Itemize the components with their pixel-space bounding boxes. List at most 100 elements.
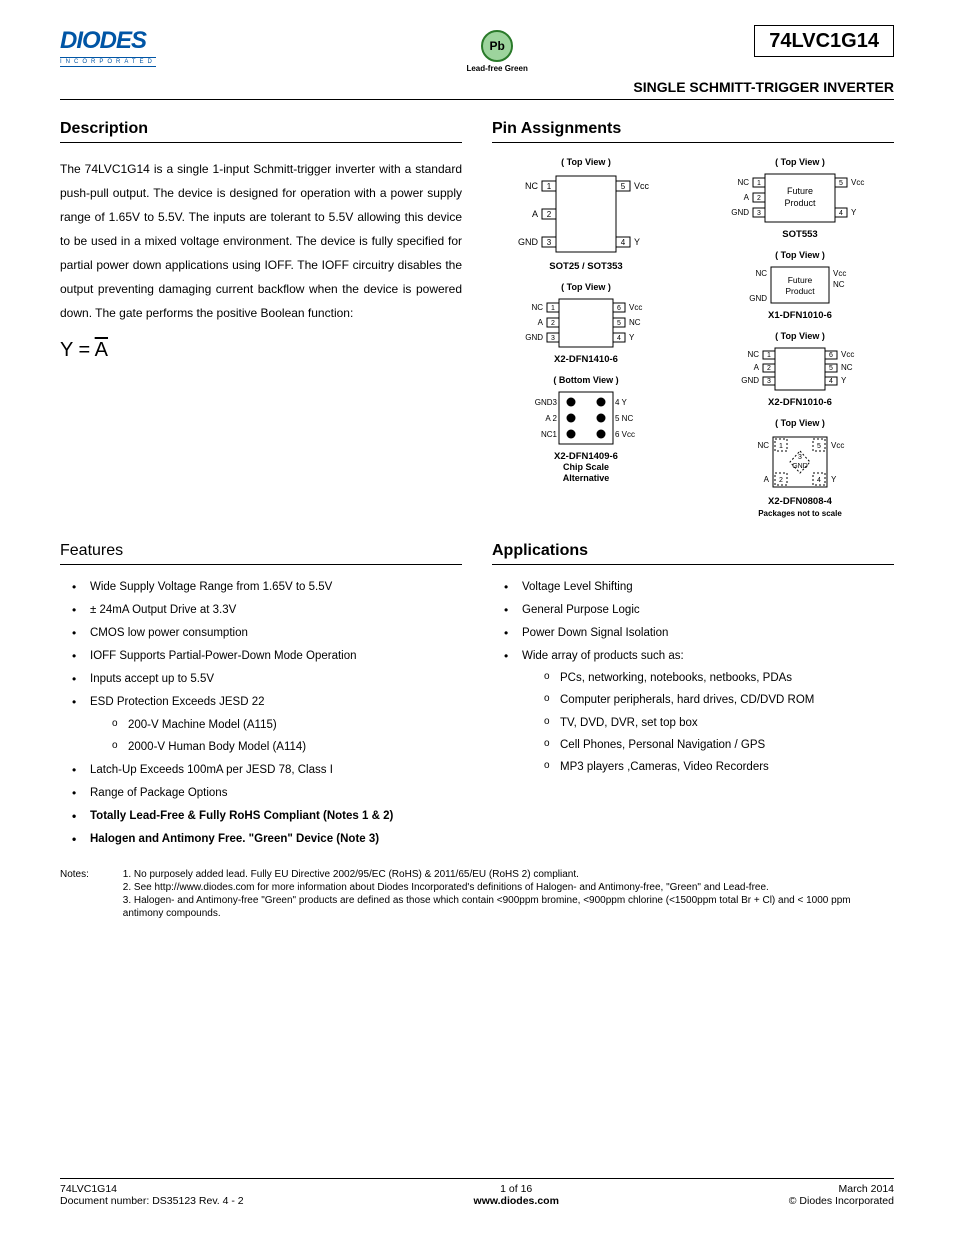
pkg-name: X2-DFN1410-6: [511, 354, 661, 365]
pb-icon: Pb: [481, 30, 513, 62]
svg-text:1: 1: [767, 352, 771, 359]
svg-text:Future: Future: [788, 275, 813, 285]
leadfree-badge: Pb Lead-free Green: [466, 30, 527, 73]
svg-text:4: 4: [829, 378, 833, 385]
svg-text:6 Vcc: 6 Vcc: [615, 430, 635, 439]
svg-text:2: 2: [779, 477, 783, 484]
formula-rhs-overline: A: [95, 339, 108, 361]
sub-item: MP3 players ,Cameras, Video Recorders: [544, 759, 894, 775]
x2-0808-diagram: 1 NC 2 A 5 Vcc 4 Y 3 GND: [725, 431, 875, 493]
pkg-sub2: Alternative: [511, 473, 661, 484]
description-title: Description: [60, 120, 462, 143]
svg-text:NC: NC: [525, 181, 538, 191]
pkg-x2-1409: ( Bottom View ) GND3 A 2 NC1 4 Y 5 NC 6 …: [511, 375, 661, 484]
feature-item: CMOS low power consumption: [72, 625, 462, 641]
svg-text:GND3: GND3: [535, 398, 558, 407]
note-1: 1. No purposely added lead. Fully EU Dir…: [123, 869, 579, 880]
view-label: ( Top View ): [725, 157, 875, 167]
svg-text:3: 3: [767, 378, 771, 385]
svg-text:1: 1: [757, 180, 761, 187]
app-text: Wide array of products such as:: [522, 650, 684, 662]
note-2: 2. See http://www.diodes.com for more in…: [123, 882, 769, 893]
feature-item: Halogen and Antimony Free. "Green" Devic…: [72, 831, 462, 847]
svg-text:1: 1: [779, 443, 783, 450]
app-sublist: PCs, networking, notebooks, netbooks, PD…: [522, 670, 894, 774]
svg-text:NC: NC: [747, 350, 759, 359]
svg-text:3: 3: [798, 454, 802, 461]
footer-date: March 2014: [839, 1183, 894, 1195]
applications-list: Voltage Level Shifting General Purpose L…: [492, 579, 894, 775]
footer-page: 1 of 16: [500, 1183, 532, 1195]
x2-1010-diagram: 1NC 2A 3GND 6Vcc 5NC 4Y: [725, 344, 875, 394]
svg-text:5: 5: [617, 320, 621, 327]
sub-item: PCs, networking, notebooks, netbooks, PD…: [544, 670, 894, 686]
svg-text:5: 5: [817, 443, 821, 450]
pkg-name: X2-DFN1010-6: [725, 397, 875, 408]
footer-part: 74LVC1G14: [60, 1183, 117, 1195]
svg-text:NC: NC: [629, 318, 641, 327]
note-3: 3. Halogen- and Antimony-free "Green" pr…: [123, 895, 851, 919]
svg-text:4: 4: [617, 335, 621, 342]
svg-text:GND: GND: [749, 294, 767, 303]
footer-url: www.diodes.com: [474, 1195, 559, 1207]
svg-text:Product: Product: [784, 198, 816, 208]
feature-item: Inputs accept up to 5.5V: [72, 671, 462, 687]
scale-note: Packages not to scale: [725, 509, 875, 518]
svg-text:4: 4: [817, 477, 821, 484]
feature-item: IOFF Supports Partial-Power-Down Mode Op…: [72, 648, 462, 664]
x2-1410-diagram: 1NC 2A 3GND 6Vcc 5NC 4Y: [511, 295, 661, 351]
svg-text:GND: GND: [518, 237, 539, 247]
pkg-sot553: ( Top View ) Future Product 1NC 2A 3GND …: [725, 157, 875, 240]
svg-text:Y: Y: [851, 208, 857, 217]
notes-section: Notes: 1. No purposely added lead. Fully…: [60, 868, 894, 920]
pkg-x1-1010: ( Top View ) Future Product NC GND Vcc N…: [725, 250, 875, 321]
svg-text:2: 2: [551, 320, 555, 327]
view-label: ( Top View ): [511, 157, 661, 167]
pkg-name: X1-DFN1010-6: [725, 310, 875, 321]
svg-text:5: 5: [839, 180, 843, 187]
pin-col-right: ( Top View ) Future Product 1NC 2A 3GND …: [706, 157, 894, 518]
svg-text:Y: Y: [841, 376, 847, 385]
svg-text:4: 4: [839, 210, 843, 217]
svg-text:2: 2: [767, 365, 771, 372]
feature-item: ESD Protection Exceeds JESD 22 200-V Mac…: [72, 694, 462, 754]
app-item: Wide array of products such as: PCs, net…: [504, 648, 894, 775]
formula-lhs: Y =: [60, 339, 95, 361]
pkg-x2-1410: ( Top View ) 1NC 2A 3GND 6Vcc 5NC 4Y X2-…: [511, 282, 661, 365]
pkg-name: SOT553: [725, 229, 875, 240]
pkg-sub1: Chip Scale: [511, 462, 661, 473]
svg-text:2: 2: [757, 195, 761, 202]
x1-1010-diagram: Future Product NC GND Vcc NC: [725, 263, 875, 307]
svg-text:Y: Y: [831, 475, 837, 484]
feature-item: Wide Supply Voltage Range from 1.65V to …: [72, 579, 462, 595]
app-item: General Purpose Logic: [504, 602, 894, 618]
sub-item: 2000-V Human Body Model (A114): [112, 739, 462, 755]
svg-text:Vcc: Vcc: [833, 269, 846, 278]
svg-text:Vcc: Vcc: [851, 178, 864, 187]
notes-body: 1. No purposely added lead. Fully EU Dir…: [123, 868, 883, 920]
view-label: ( Top View ): [511, 282, 661, 292]
svg-text:GND: GND: [792, 463, 808, 470]
svg-text:GND: GND: [741, 376, 759, 385]
features-list: Wide Supply Voltage Range from 1.65V to …: [60, 579, 462, 847]
svg-text:Vcc: Vcc: [831, 441, 844, 450]
svg-text:5: 5: [829, 365, 833, 372]
svg-text:NC: NC: [757, 441, 769, 450]
pkg-x2-0808: ( Top View ) 1NC 2A 5Vcc 4Y 3GND X2-DFN0…: [725, 418, 875, 518]
pkg-sot25: ( Top View ) 1NC 2A 3GND 5Vcc 4Y SOT25 /…: [511, 157, 661, 272]
partnum-block: 74LVC1G14: [754, 30, 894, 53]
svg-text:A: A: [744, 193, 750, 202]
app-item: Voltage Level Shifting: [504, 579, 894, 595]
svg-text:Product: Product: [785, 286, 815, 296]
app-item: Power Down Signal Isolation: [504, 625, 894, 641]
svg-text:Y: Y: [629, 333, 635, 342]
svg-text:5: 5: [621, 182, 626, 191]
svg-text:2: 2: [547, 210, 552, 219]
svg-text:A: A: [764, 475, 770, 484]
svg-text:5 NC: 5 NC: [615, 414, 633, 423]
svg-text:A: A: [538, 318, 544, 327]
svg-text:3: 3: [547, 238, 552, 247]
svg-text:3: 3: [551, 335, 555, 342]
notes-label: Notes:: [60, 868, 120, 881]
logo-subtext: INCORPORATED: [60, 57, 156, 67]
